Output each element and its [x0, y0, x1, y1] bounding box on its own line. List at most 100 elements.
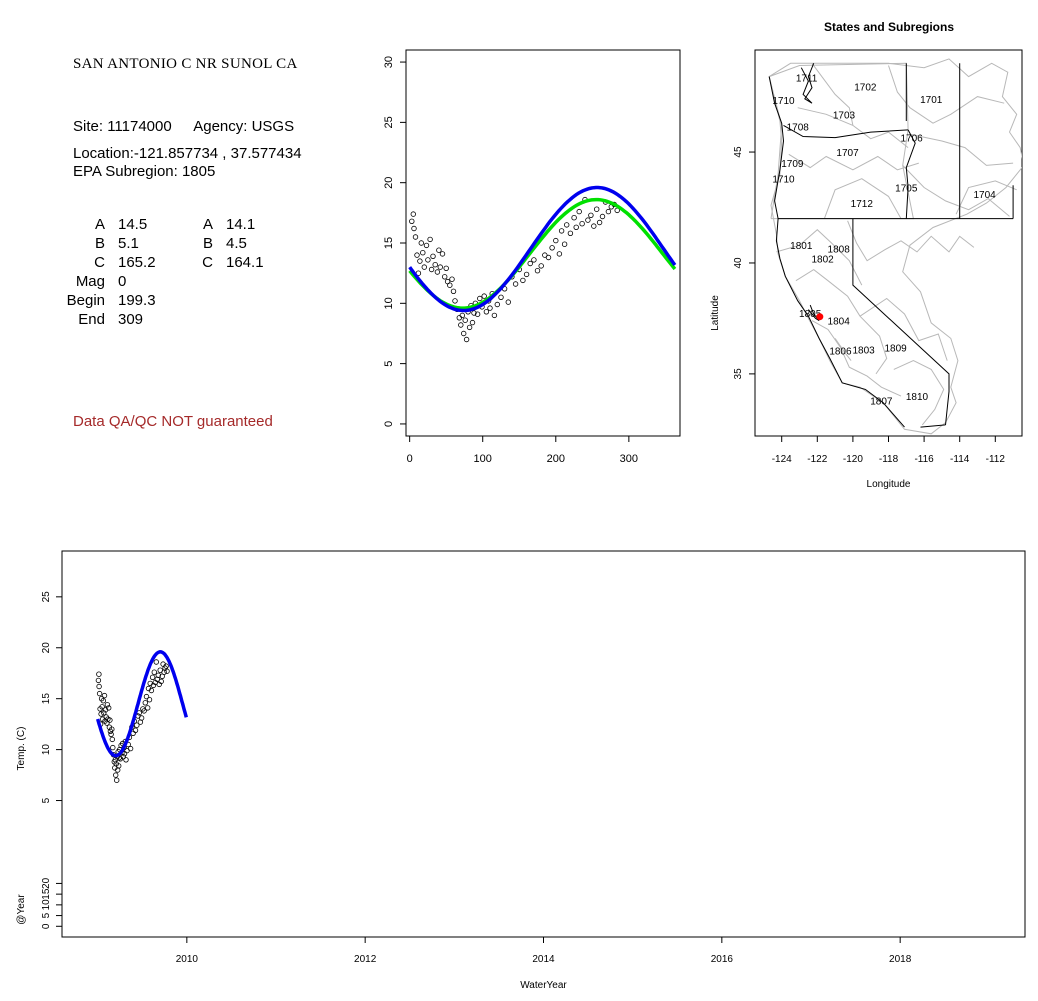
data-point — [113, 777, 120, 783]
subregion-label: 1709 — [781, 159, 804, 170]
data-point — [594, 206, 600, 212]
subregion-boundary — [888, 65, 1005, 124]
data-point — [585, 217, 591, 223]
data-point — [459, 312, 465, 319]
data-point — [105, 705, 112, 711]
fit-curve — [408, 185, 677, 313]
data-point — [498, 294, 504, 300]
subregion-label: 1810 — [906, 392, 929, 403]
subregion-boundary — [811, 63, 854, 126]
y2-tick-label: 15 — [41, 888, 52, 900]
y-tick-label: 10 — [383, 297, 395, 309]
x-tick-label: 0 — [407, 453, 413, 465]
data-point — [109, 736, 115, 743]
x-tick-label: 2014 — [532, 954, 555, 965]
param-value: 14.1 — [226, 216, 256, 233]
y-tick-label: 5 — [41, 797, 52, 803]
data-point — [443, 265, 449, 271]
subregion-value: 1805 — [181, 163, 216, 180]
param-value: 164.1 — [226, 254, 264, 271]
data-point — [123, 757, 129, 763]
site-id: 11174000 — [107, 118, 172, 135]
data-point — [442, 274, 448, 280]
x-tick-label: 2018 — [889, 954, 912, 965]
subregion-boundary — [811, 320, 902, 397]
data-point — [576, 208, 582, 215]
y-axis-label: Latitude — [710, 295, 721, 331]
data-point — [481, 293, 487, 299]
data-point — [420, 249, 426, 256]
data-point — [138, 715, 145, 721]
fit-curve — [96, 650, 188, 758]
y-tick-label: 25 — [383, 116, 395, 128]
subregion-boundary — [847, 220, 975, 262]
subregion-label: 1710 — [772, 96, 795, 107]
param-label: Begin — [66, 292, 105, 309]
state-boundary — [852, 218, 950, 425]
plot-frame — [61, 550, 1026, 938]
data-point — [410, 211, 416, 217]
subregion-label: 1801 — [790, 241, 813, 252]
data-point — [591, 223, 597, 229]
param-value: 309 — [118, 311, 144, 328]
param-value: 199.3 — [118, 292, 156, 309]
data-point — [520, 277, 526, 284]
data-point — [561, 241, 568, 247]
state-boundary — [905, 129, 916, 219]
data-point — [549, 245, 555, 251]
y-tick-label: 45 — [733, 146, 744, 158]
data-point — [164, 668, 170, 674]
x-tick-label: -116 — [914, 454, 934, 465]
data-point — [163, 663, 169, 669]
y-tick-label: 35 — [733, 368, 744, 380]
subregion-boundary — [823, 178, 902, 219]
subregion-line: EPA Subregion: 1805 — [73, 163, 215, 180]
data-point — [110, 744, 116, 751]
data-point — [588, 212, 594, 218]
x-tick-label: -114 — [950, 454, 970, 465]
data-point — [98, 711, 104, 717]
data-point — [523, 271, 530, 278]
subregion-label: 1712 — [851, 199, 874, 210]
y-tick-label: 5 — [383, 361, 395, 367]
data-point — [494, 301, 500, 308]
param-label: C — [202, 254, 213, 271]
param-value: 5.1 — [118, 235, 139, 252]
data-point — [153, 659, 159, 665]
data-point — [534, 268, 541, 274]
data-point — [474, 311, 481, 317]
data-point — [142, 700, 148, 706]
data-point — [423, 242, 430, 249]
data-point — [96, 690, 103, 697]
data-point — [466, 324, 473, 331]
y-tick-label: 10 — [41, 744, 52, 756]
subregion-boundary — [955, 180, 1017, 215]
data-point — [104, 720, 110, 726]
data-point — [101, 692, 108, 699]
subregion-label: 1805 — [799, 309, 822, 320]
y2-tick-label: 5 — [41, 912, 52, 918]
qa-note: Data QA/QC NOT guaranteed — [73, 413, 273, 430]
data-point — [542, 252, 548, 258]
data-point — [605, 208, 612, 215]
data-point — [483, 309, 490, 315]
location-line: Location:-121.857734 , 37.577434 — [73, 145, 302, 162]
y2-axis-label: @Year — [16, 894, 27, 925]
x-tick-label: 100 — [474, 453, 492, 465]
agency-label: Agency: — [193, 118, 248, 135]
data-point — [477, 295, 483, 302]
data-point — [463, 336, 470, 343]
y-tick-label: 0 — [383, 421, 395, 427]
data-point — [571, 214, 577, 221]
data-point — [430, 253, 436, 259]
data-point — [461, 330, 467, 337]
x-tick-label: 2016 — [711, 954, 734, 965]
param-label: B — [94, 235, 105, 252]
data-point — [452, 298, 458, 304]
data-point — [564, 222, 570, 228]
site-marker — [816, 313, 824, 321]
data-point — [112, 772, 119, 778]
data-point — [104, 702, 111, 708]
data-point — [428, 266, 435, 273]
